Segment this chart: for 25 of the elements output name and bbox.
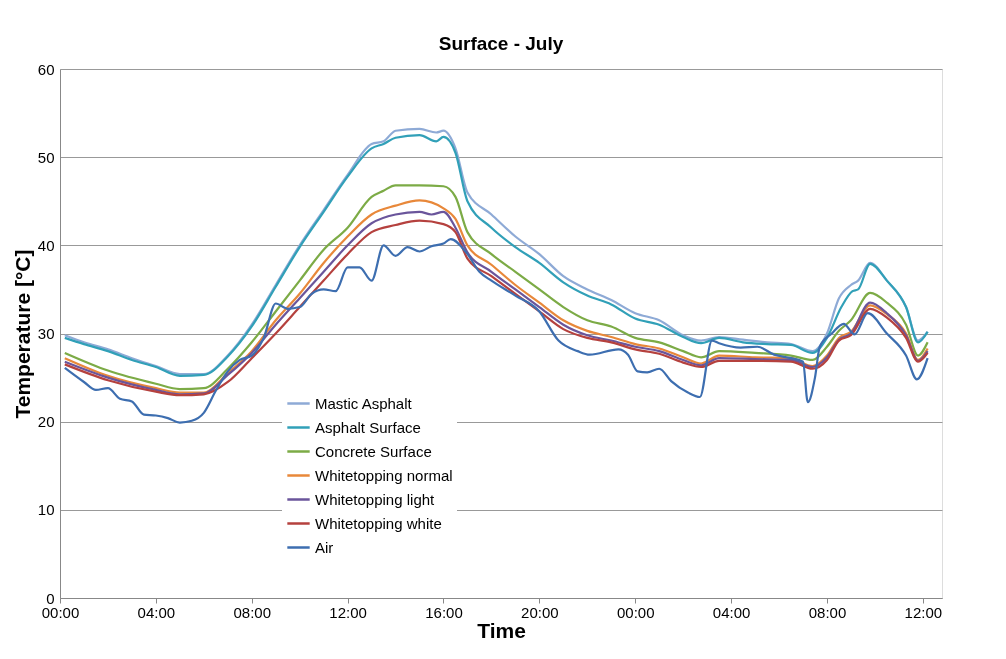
x-tick-label: 00:00 — [616, 603, 655, 621]
legend-label: Air — [315, 538, 334, 556]
x-tick-label: 04:00 — [712, 603, 751, 621]
legend-label: Whitetopping white — [315, 514, 442, 532]
legend-label: Whitetopping light — [315, 490, 436, 508]
x-tick-label: 16:00 — [425, 603, 463, 621]
legend-label: Mastic Asphalt — [315, 394, 413, 412]
x-tick-label: 20:00 — [521, 603, 559, 621]
x-tick-label: 12:00 — [904, 603, 943, 621]
y-tick-label: 20 — [37, 413, 55, 431]
y-tick-label: 50 — [37, 148, 55, 166]
legend-label: Asphalt Surface — [315, 418, 421, 436]
x-tick-label: 04:00 — [137, 603, 176, 621]
y-axis-title: Temperature [°C] — [10, 249, 34, 419]
x-tick-label: 08:00 — [233, 603, 272, 621]
y-tick-label: 60 — [37, 60, 55, 78]
y-tick-label: 10 — [37, 501, 55, 519]
x-axis-title: Time — [477, 618, 526, 642]
y-tick-label: 30 — [37, 325, 55, 342]
y-tick-label: 40 — [37, 236, 55, 254]
x-tick-label: 08:00 — [808, 603, 847, 621]
legend-label: Whitetopping normal — [315, 466, 453, 484]
legend-label: Concrete Surface — [315, 442, 432, 460]
x-tick-label: 12:00 — [329, 603, 367, 621]
chart-title: Surface - July — [438, 33, 564, 54]
